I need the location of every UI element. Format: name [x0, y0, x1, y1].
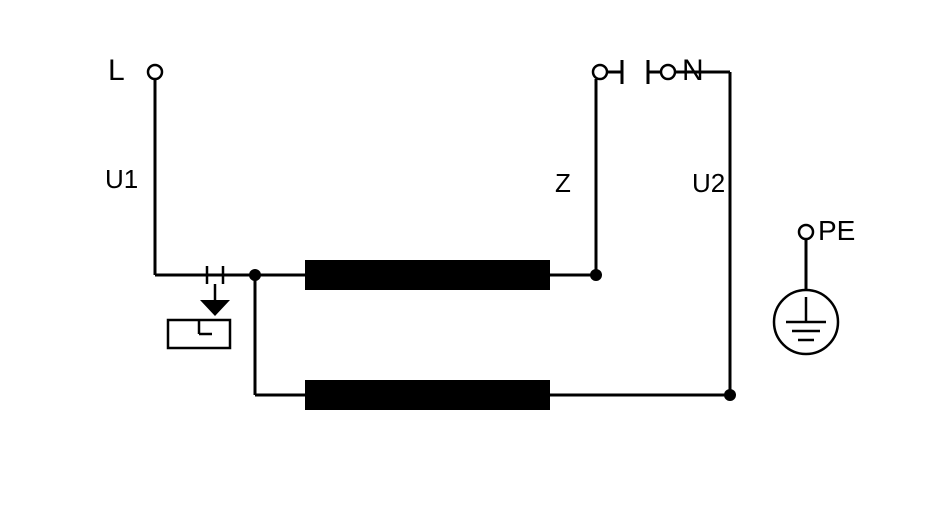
wires: [155, 72, 806, 395]
circuit-diagram: L N U1 Z U2 PE: [0, 0, 933, 508]
label-N: N: [682, 54, 704, 87]
label-L: L: [108, 54, 125, 87]
terminal-L: [148, 65, 162, 79]
thermal-protector: [168, 266, 230, 348]
label-U1: U1: [105, 164, 138, 194]
capacitor: [622, 60, 648, 84]
terminal-PE: [799, 225, 813, 239]
winding-aux: [305, 380, 550, 410]
terminal-Z: [593, 65, 607, 79]
terminals: [148, 65, 813, 239]
label-PE: PE: [818, 215, 855, 246]
terminal-N: [661, 65, 675, 79]
label-Z: Z: [555, 168, 571, 198]
winding-main: [305, 260, 550, 290]
ground-symbol: [774, 290, 838, 354]
label-U2: U2: [692, 168, 725, 198]
